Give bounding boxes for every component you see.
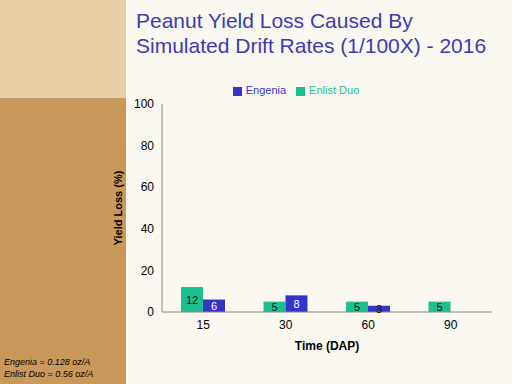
svg-text:20: 20	[141, 264, 155, 278]
svg-text:5: 5	[436, 301, 442, 313]
svg-text:60: 60	[141, 180, 155, 194]
svg-text:100: 100	[134, 97, 154, 111]
html-text:Enlist Duo = 0.56 oz/A: Enlist Duo = 0.56 oz/A	[4, 369, 94, 379]
svg-text:40: 40	[141, 222, 155, 236]
svg-text:0: 0	[147, 305, 154, 319]
svg-text:Time (DAP): Time (DAP)	[295, 339, 359, 353]
html-text:Engenia: Engenia	[245, 84, 287, 96]
html-text:Engenia = 0.128 oz/A: Engenia = 0.128 oz/A	[4, 357, 91, 367]
svg-text:5: 5	[271, 301, 277, 313]
svg-text:60: 60	[362, 318, 376, 332]
svg-text:90: 90	[444, 318, 458, 332]
svg-text:Yield Loss (%): Yield Loss (%)	[112, 170, 124, 245]
svg-text:5: 5	[354, 301, 360, 313]
svg-text:6: 6	[211, 300, 217, 312]
svg-text:30: 30	[279, 318, 293, 332]
svg-text:12: 12	[186, 294, 198, 306]
svg-text:15: 15	[197, 318, 211, 332]
html-text:Enlist Duo: Enlist Duo	[309, 84, 360, 96]
svg-text:80: 80	[141, 139, 155, 153]
svg-text:3: 3	[376, 303, 382, 315]
svg-text:8: 8	[293, 298, 299, 310]
html-text:Peanut Yield Loss Caused By Si: Peanut Yield Loss Caused By Simulated Dr…	[136, 9, 487, 57]
